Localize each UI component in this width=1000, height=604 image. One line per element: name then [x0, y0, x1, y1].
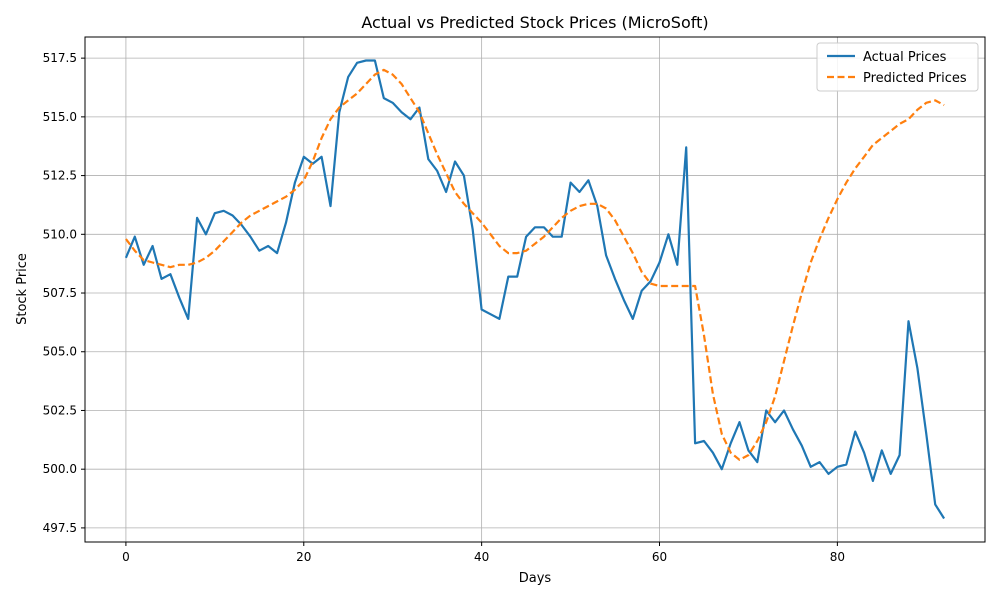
x-tick-label: 40 [474, 550, 489, 564]
y-tick-label: 505.0 [43, 345, 77, 359]
grid-lines [85, 37, 985, 542]
legend-label-actual: Actual Prices [863, 50, 947, 65]
y-tick-label: 512.5 [43, 169, 77, 183]
y-tick-label: 497.5 [43, 521, 77, 535]
x-axis-ticks: 0 20 40 60 80 [122, 542, 845, 564]
series-line-actual [124, 59, 946, 520]
y-tick-label: 517.5 [43, 51, 77, 65]
plot-area-frame [84, 36, 986, 543]
series-line-predicted [125, 68, 945, 461]
y-tick-label: 500.0 [43, 462, 77, 476]
legend-box [816, 42, 979, 92]
y-axis-ticks: 497.5 500.0 502.5 505.0 507.5 510.0 512.5 515.0… [43, 51, 85, 535]
x-tick-label: 80 [830, 550, 845, 564]
series-lines [124, 59, 946, 520]
y-axis-label: Stock Price [15, 253, 30, 325]
x-tick-label: 60 [652, 550, 667, 564]
x-axis-label: Days [519, 571, 552, 586]
y-tick-label: 502.5 [43, 403, 77, 417]
y-tick-label: 510.0 [43, 227, 77, 241]
y-tick-label: 515.0 [43, 110, 77, 124]
chart-title: Actual vs Predicted Stock Prices (MicroS… [361, 13, 708, 32]
x-tick-label: 20 [296, 550, 311, 564]
legend-label-predicted: Predicted Prices [863, 71, 967, 86]
y-tick-label: 507.5 [43, 286, 77, 300]
x-tick-label: 0 [122, 550, 130, 564]
legend: Actual Prices Predicted Prices [816, 42, 979, 92]
